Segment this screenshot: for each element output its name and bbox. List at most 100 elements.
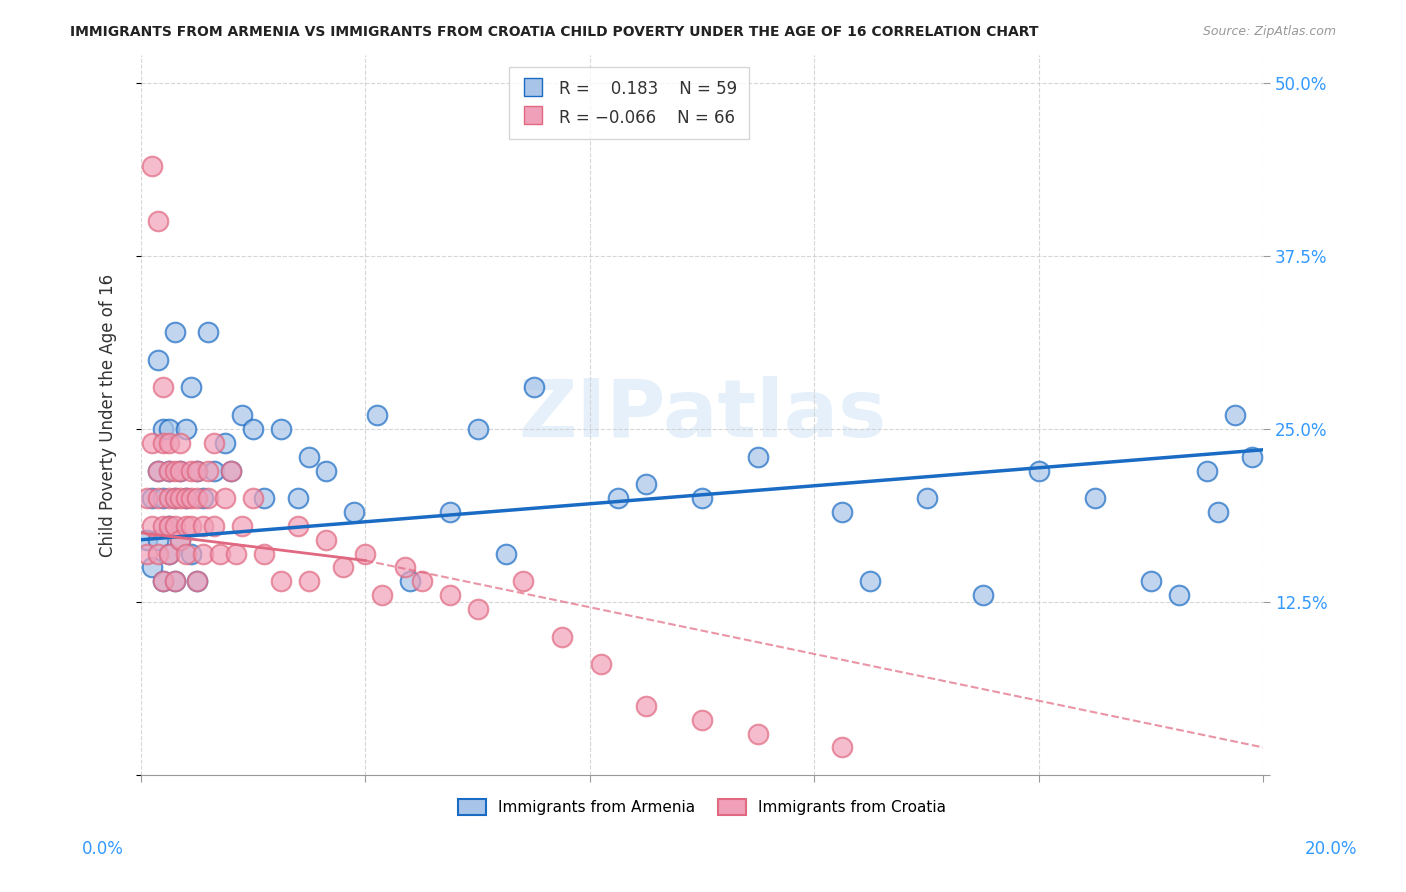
Point — [439, 505, 461, 519]
Point — [231, 519, 253, 533]
Point — [157, 519, 180, 533]
Point — [1241, 450, 1264, 464]
Point — [135, 533, 157, 547]
Point — [634, 477, 657, 491]
Point — [141, 519, 163, 533]
Point — [169, 533, 191, 547]
Point — [315, 463, 337, 477]
Point — [523, 380, 546, 394]
Point — [298, 450, 321, 464]
Point — [163, 574, 186, 589]
Point — [202, 463, 225, 477]
Point — [495, 547, 517, 561]
Point — [219, 463, 242, 477]
Point — [146, 463, 169, 477]
Point — [214, 491, 236, 506]
Point — [174, 547, 197, 561]
Point — [831, 505, 853, 519]
Point — [197, 463, 219, 477]
Point — [157, 547, 180, 561]
Point — [298, 574, 321, 589]
Point — [152, 574, 174, 589]
Point — [270, 574, 292, 589]
Point — [231, 408, 253, 422]
Point — [152, 574, 174, 589]
Point — [214, 435, 236, 450]
Point — [270, 422, 292, 436]
Point — [152, 435, 174, 450]
Point — [439, 588, 461, 602]
Point — [157, 463, 180, 477]
Point — [1208, 505, 1230, 519]
Point — [157, 463, 180, 477]
Point — [169, 463, 191, 477]
Point — [690, 713, 713, 727]
Point — [634, 698, 657, 713]
Point — [146, 352, 169, 367]
Point — [332, 560, 354, 574]
Point — [141, 491, 163, 506]
Point — [467, 422, 489, 436]
Point — [831, 740, 853, 755]
Point — [551, 630, 574, 644]
Point — [253, 491, 276, 506]
Point — [169, 435, 191, 450]
Text: Source: ZipAtlas.com: Source: ZipAtlas.com — [1202, 25, 1336, 38]
Point — [157, 435, 180, 450]
Point — [197, 325, 219, 339]
Point — [1168, 588, 1191, 602]
Point — [169, 463, 191, 477]
Point — [399, 574, 422, 589]
Point — [174, 491, 197, 506]
Point — [591, 657, 613, 672]
Point — [146, 547, 169, 561]
Point — [146, 491, 169, 506]
Point — [1028, 463, 1050, 477]
Point — [197, 491, 219, 506]
Point — [354, 547, 377, 561]
Point — [219, 463, 242, 477]
Point — [411, 574, 433, 589]
Point — [467, 602, 489, 616]
Point — [180, 519, 202, 533]
Point — [972, 588, 994, 602]
Point — [225, 547, 247, 561]
Point — [152, 491, 174, 506]
Point — [163, 325, 186, 339]
Point — [141, 159, 163, 173]
Point — [141, 560, 163, 574]
Point — [135, 547, 157, 561]
Point — [253, 547, 276, 561]
Point — [141, 435, 163, 450]
Text: 20.0%: 20.0% — [1305, 840, 1358, 858]
Point — [512, 574, 534, 589]
Point — [152, 380, 174, 394]
Point — [1225, 408, 1247, 422]
Y-axis label: Child Poverty Under the Age of 16: Child Poverty Under the Age of 16 — [100, 274, 117, 557]
Point — [690, 491, 713, 506]
Point — [180, 491, 202, 506]
Point — [186, 574, 208, 589]
Point — [191, 491, 214, 506]
Point — [163, 491, 186, 506]
Point — [366, 408, 388, 422]
Point — [1140, 574, 1163, 589]
Point — [152, 422, 174, 436]
Point — [169, 491, 191, 506]
Point — [157, 519, 180, 533]
Point — [186, 491, 208, 506]
Point — [186, 463, 208, 477]
Point — [180, 547, 202, 561]
Point — [163, 574, 186, 589]
Point — [186, 574, 208, 589]
Point — [169, 533, 191, 547]
Point — [180, 463, 202, 477]
Point — [191, 547, 214, 561]
Point — [180, 380, 202, 394]
Point — [607, 491, 630, 506]
Point — [202, 435, 225, 450]
Point — [174, 491, 197, 506]
Point — [163, 463, 186, 477]
Text: 0.0%: 0.0% — [82, 840, 124, 858]
Point — [157, 547, 180, 561]
